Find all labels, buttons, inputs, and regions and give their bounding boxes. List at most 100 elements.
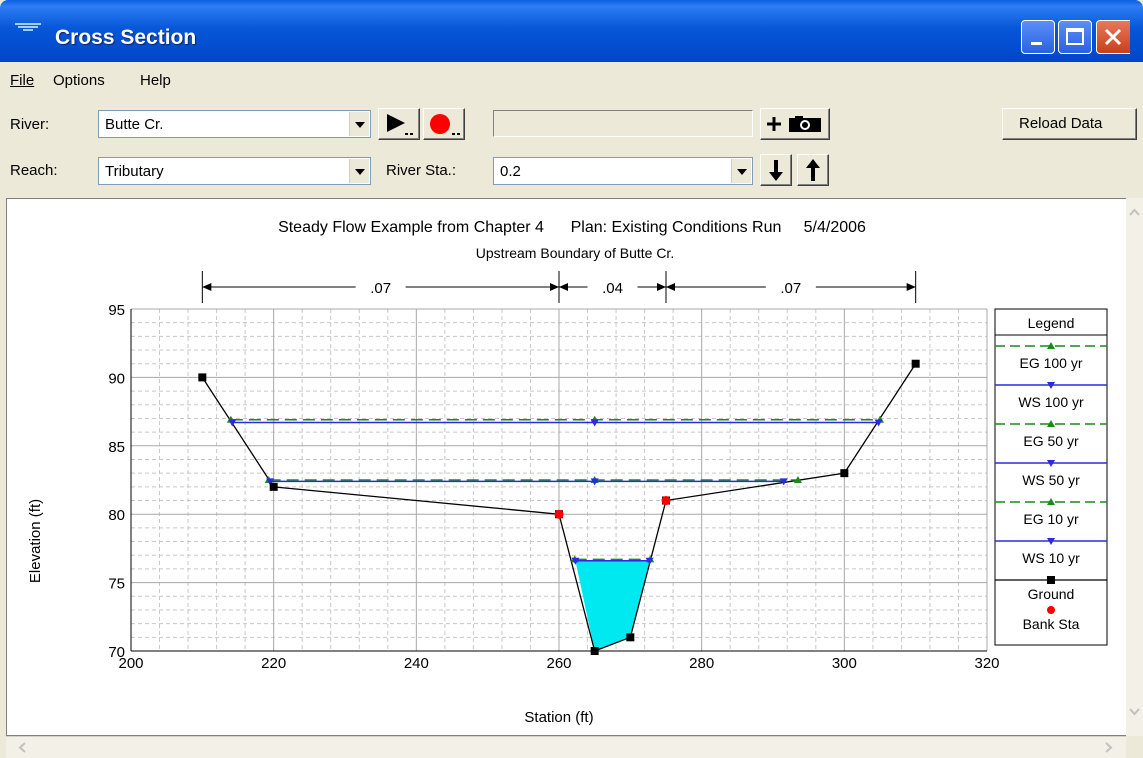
manning-n-label: .07 [780,280,801,297]
river-select-value: Butte Cr. [105,116,164,133]
scroll-up-icon [1129,208,1140,216]
next-station-button[interactable] [760,154,792,186]
x-tick-label: 320 [974,655,999,672]
legend-marker [1047,342,1055,349]
ground-line [201,363,917,652]
arrow-up-icon [806,159,820,181]
ground-point [590,647,599,655]
y-axis-label: Elevation (ft) [27,499,44,583]
legend-marker [1047,460,1055,467]
manning-arrowhead [666,283,675,291]
previous-station-button[interactable] [797,154,829,186]
menu-help[interactable]: Help [140,72,171,89]
legend-label: WS 100 yr [1018,394,1084,410]
chevron-down-icon[interactable] [731,159,751,183]
plot-area: Steady Flow Example from Chapter 4 Plan:… [6,198,1134,736]
profile-marker [228,419,237,427]
chevron-down-icon[interactable] [349,112,369,136]
profile-text-field [493,110,753,137]
river-sta-label: River Sta.: [386,162,457,179]
manning-n-label: .07 [370,280,391,297]
river-icon [15,23,41,31]
legend-box [994,308,1108,646]
scroll-left-icon [18,742,26,753]
minimize-button[interactable] [1021,20,1055,54]
title-bar[interactable]: Cross Section [0,0,1143,62]
window-title: Cross Section [55,26,197,49]
record-icon [430,114,460,135]
legend-marker [1047,382,1055,389]
legend-label: Bank Sta [1023,616,1080,632]
horizontal-scrollbar[interactable] [6,736,1126,758]
legend-label: EG 10 yr [1023,511,1079,527]
manning-n-label: .04 [602,280,623,297]
legend-label: EG 50 yr [1023,433,1079,449]
legend-label: WS 10 yr [1022,550,1080,566]
legend-title: Legend [1028,315,1075,331]
scroll-right-icon [1105,742,1113,753]
vertical-scrollbar[interactable] [1126,198,1143,736]
bank-station-point [554,509,564,519]
bank-station-point [661,496,671,506]
add-camera-button[interactable] [760,108,830,140]
legend-marker [1047,576,1055,584]
x-tick-label: 240 [404,655,429,672]
manning-arrowhead [202,283,212,291]
y-tick-label: 85 [108,439,125,456]
x-tick-label: 200 [118,655,143,672]
legend-marker [1047,498,1055,505]
legend-label: Ground [1028,586,1075,602]
manning-arrowhead [550,283,559,291]
menu-options[interactable]: Options [53,72,105,89]
menu-file[interactable]: File [10,72,35,89]
ground-point [840,469,849,478]
arrow-down-icon [769,160,783,181]
minimize-icon [1031,42,1042,45]
profile-marker [874,419,883,427]
profile-marker [590,419,599,427]
ground-point [626,633,635,642]
plus-camera-icon [767,116,821,132]
river-label: River: [10,116,50,133]
ground-point [911,359,920,368]
reach-label: Reach: [10,162,58,179]
y-tick-label: 90 [108,370,125,387]
manning-arrowhead [559,283,568,291]
chevron-down-icon[interactable] [349,159,369,183]
river-select[interactable]: Butte Cr. [98,110,371,138]
legend-label: WS 50 yr [1022,472,1080,488]
reach-select[interactable]: Tributary [98,157,371,185]
x-axis-label: Station (ft) [524,709,593,726]
profile-marker [266,478,275,486]
river-sta-select-value: 0.2 [500,163,521,180]
chart-subtitle: Upstream Boundary of Butte Cr. [476,245,674,261]
close-button[interactable] [1096,20,1130,54]
x-tick-label: 260 [546,655,571,672]
legend-marker [1047,606,1055,614]
maximize-icon [1066,28,1084,45]
profile-marker [645,557,654,565]
ground-point [269,482,278,491]
y-tick-label: 95 [108,302,125,319]
scroll-down-icon [1129,708,1140,716]
y-tick-label: 80 [108,507,125,524]
profile-marker [779,478,788,486]
maximize-button[interactable] [1058,20,1092,54]
record-animation-button[interactable] [423,108,465,140]
y-tick-label: 75 [108,576,125,593]
water-area-10yr [575,560,650,651]
play-animation-button[interactable] [378,108,420,140]
x-tick-label: 280 [689,655,714,672]
river-sta-select[interactable]: 0.2 [493,157,753,185]
x-tick-label: 300 [832,655,857,672]
legend-label: EG 100 yr [1019,355,1082,371]
y-tick-label: 70 [108,644,125,661]
reload-data-button[interactable]: Reload Data [1002,108,1137,140]
reload-data-label: Reload Data [1019,115,1103,132]
cross-section-chart: Steady Flow Example from Chapter 4 Plan:… [27,219,1108,726]
profile-marker [793,476,802,483]
legend-marker [1047,538,1055,545]
ground-point [198,373,207,382]
x-tick-label: 220 [261,655,286,672]
legend-marker [1047,420,1055,427]
